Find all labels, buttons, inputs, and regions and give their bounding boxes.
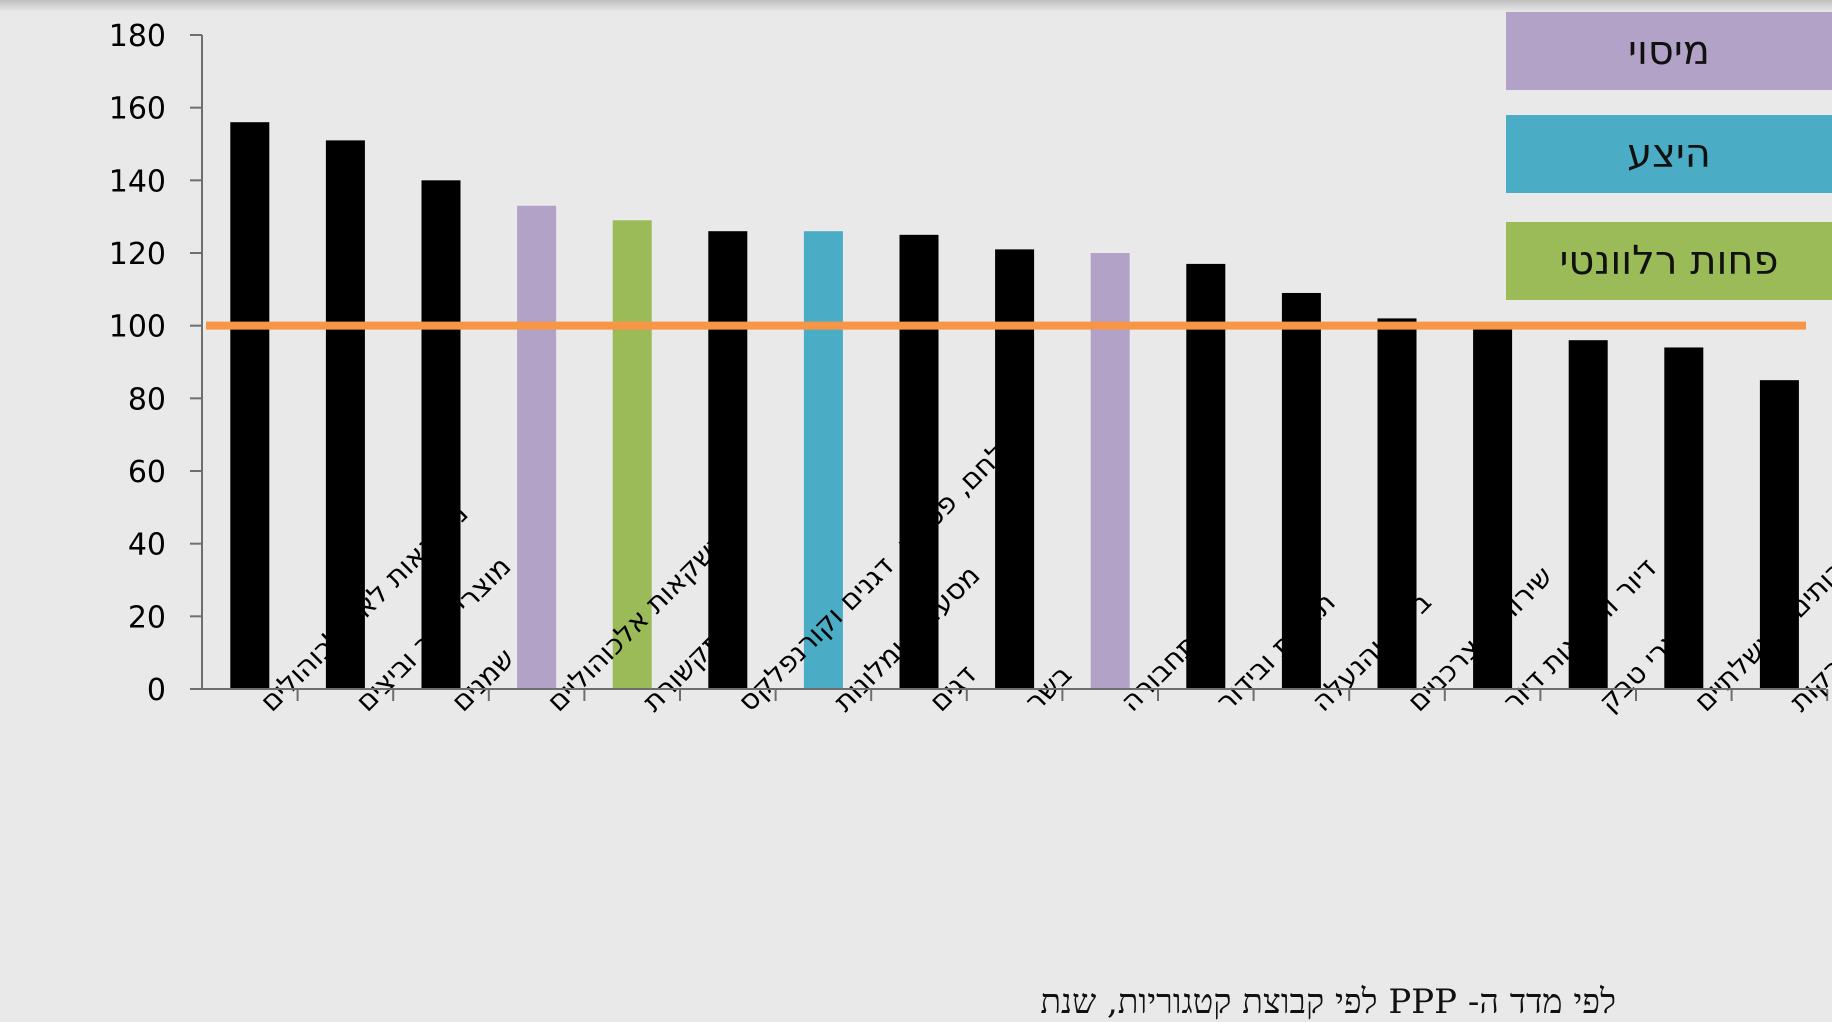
bar-15	[1664, 347, 1704, 689]
legend-item-supply: היצע	[1506, 115, 1832, 193]
legend-item-less-relevant: פחות רלוונטי	[1506, 222, 1832, 300]
bar-3	[517, 205, 557, 689]
y-axis-ticks	[190, 34, 202, 690]
y-tick-label-3: 60	[128, 455, 166, 490]
bar-7	[899, 234, 939, 690]
bar-0	[230, 122, 270, 689]
legend-label-supply: היצע	[1627, 131, 1711, 177]
bar-13	[1473, 329, 1513, 689]
bar-11	[1281, 292, 1321, 689]
y-tick-label-5: 100	[109, 310, 166, 345]
y-tick-label-2: 40	[128, 528, 166, 563]
bar-2	[421, 180, 461, 690]
bar-16	[1759, 380, 1799, 689]
y-tick-label-6: 120	[109, 237, 166, 272]
bar-12	[1377, 318, 1417, 689]
y-tick-label-1: 20	[128, 600, 166, 635]
bar-4	[612, 220, 652, 690]
top-strip	[0, 0, 1832, 12]
legend-label-less-relevant: פחות רלוונטי	[1559, 238, 1779, 284]
y-tick-label-0: 0	[147, 673, 166, 708]
y-axis-labels: 0 20 40 60 80 100 120 140 160 180	[109, 19, 166, 708]
bar-5	[708, 231, 748, 689]
y-tick-label-7: 140	[109, 164, 166, 199]
legend-item-taxation: מיסוי	[1506, 12, 1832, 90]
bar-6	[803, 231, 843, 689]
bar-9	[1090, 253, 1130, 689]
bar-10	[1186, 263, 1226, 689]
y-tick-label-8: 160	[109, 92, 166, 127]
bar-1	[325, 140, 365, 689]
x-axis-ticks	[296, 689, 1829, 701]
y-tick-label-4: 80	[128, 382, 166, 417]
legend-label-taxation: מיסוי	[1628, 28, 1710, 74]
chart-caption: לפי מדד ה- PPP לפי קבוצת קטגוריות, שנת	[1040, 982, 1616, 1022]
y-tick-label-9: 180	[109, 19, 166, 54]
bar-14	[1568, 340, 1608, 689]
